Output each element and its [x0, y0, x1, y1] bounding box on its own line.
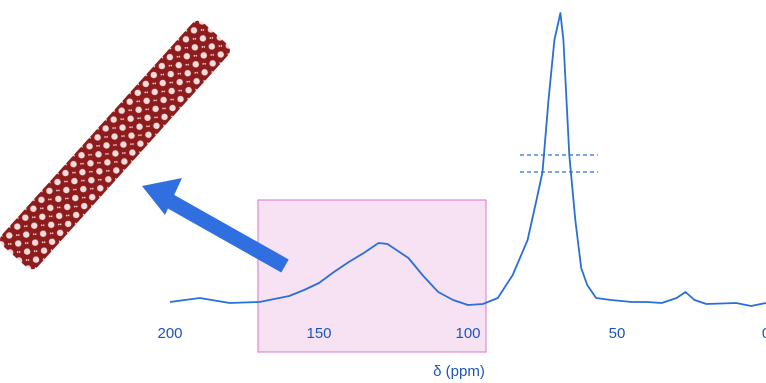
highlight-region: [258, 200, 486, 352]
chart: 200 150 100 50 0 δ (ppm): [0, 0, 766, 383]
x-tick-label: 200: [157, 325, 182, 342]
x-tick-label: 100: [455, 325, 480, 342]
x-tick-label: 50: [609, 325, 626, 342]
x-tick-label: 150: [306, 325, 331, 342]
x-tick-label: 0: [762, 325, 766, 342]
nanotube-illustration: [0, 17, 233, 272]
x-axis-label: δ (ppm): [433, 363, 485, 380]
